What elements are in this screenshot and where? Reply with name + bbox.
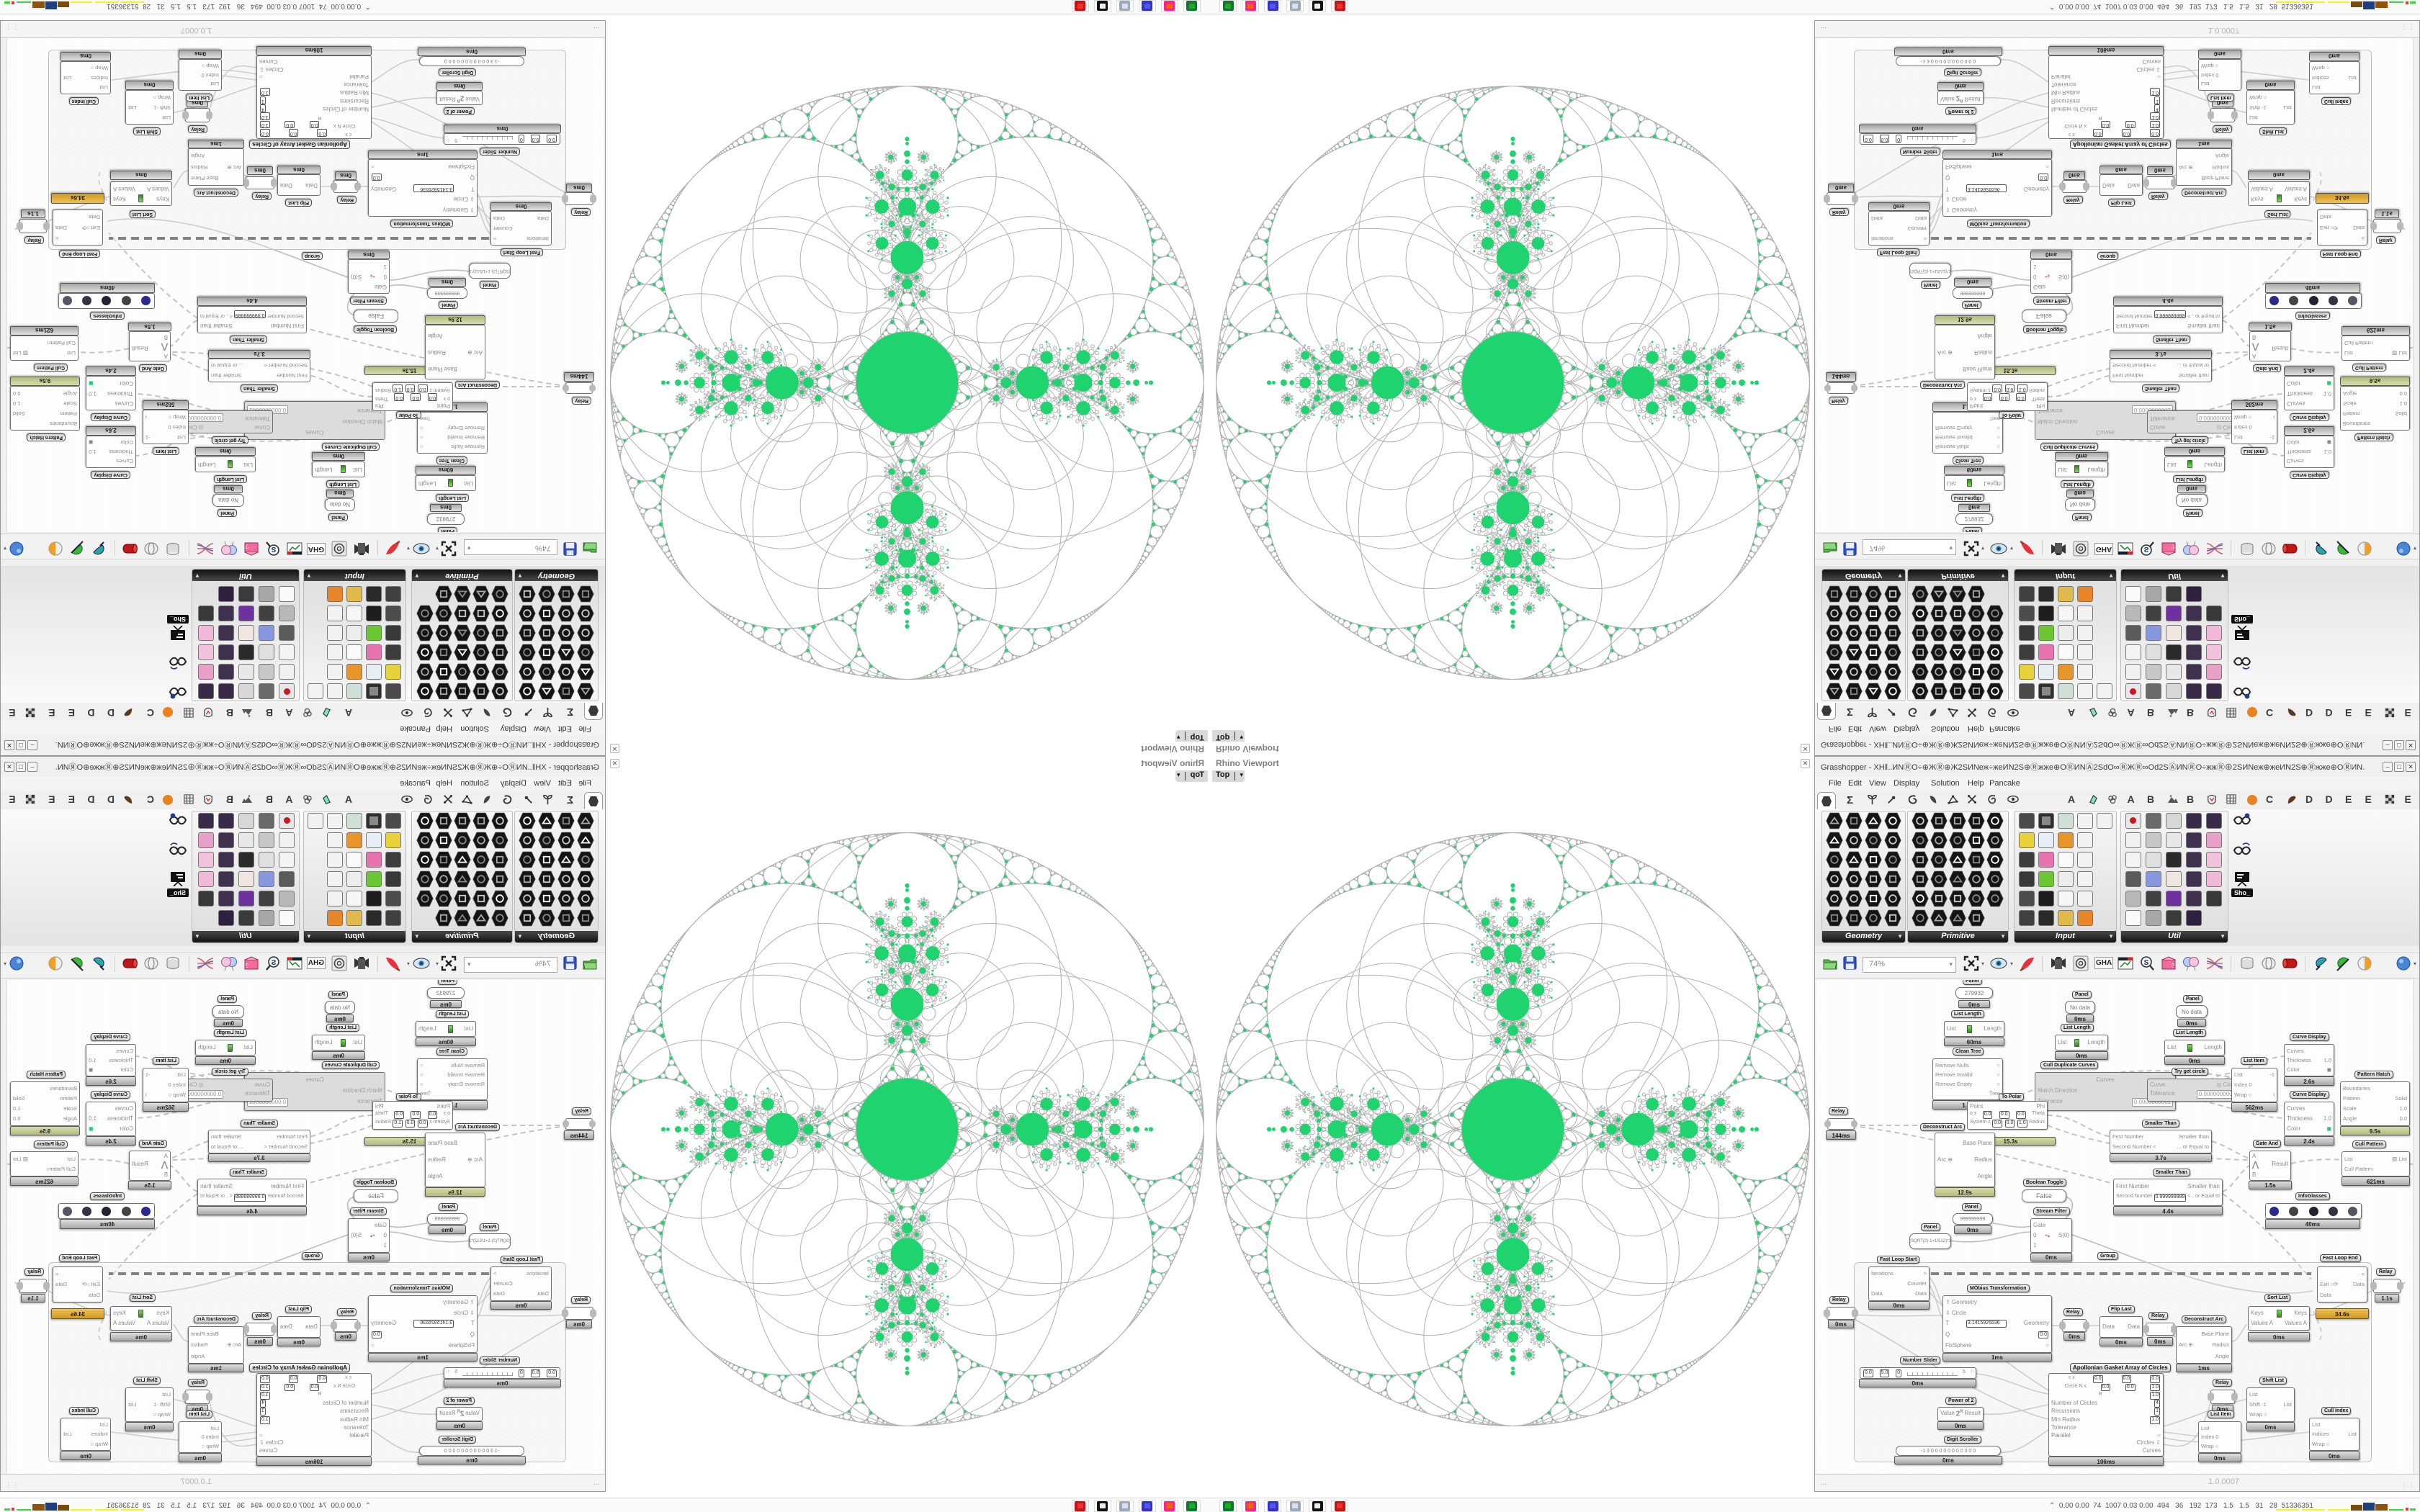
svg-text:S: S [271,545,276,553]
svg-text:?: ? [2172,963,2175,969]
svg-text:?: ? [2172,543,2175,549]
svg-text:S: S [2144,545,2149,553]
svg-text:?: ? [245,543,248,549]
svg-text:S: S [271,959,276,967]
svg-text:S: S [2144,959,2149,967]
svg-text:?: ? [245,963,248,969]
